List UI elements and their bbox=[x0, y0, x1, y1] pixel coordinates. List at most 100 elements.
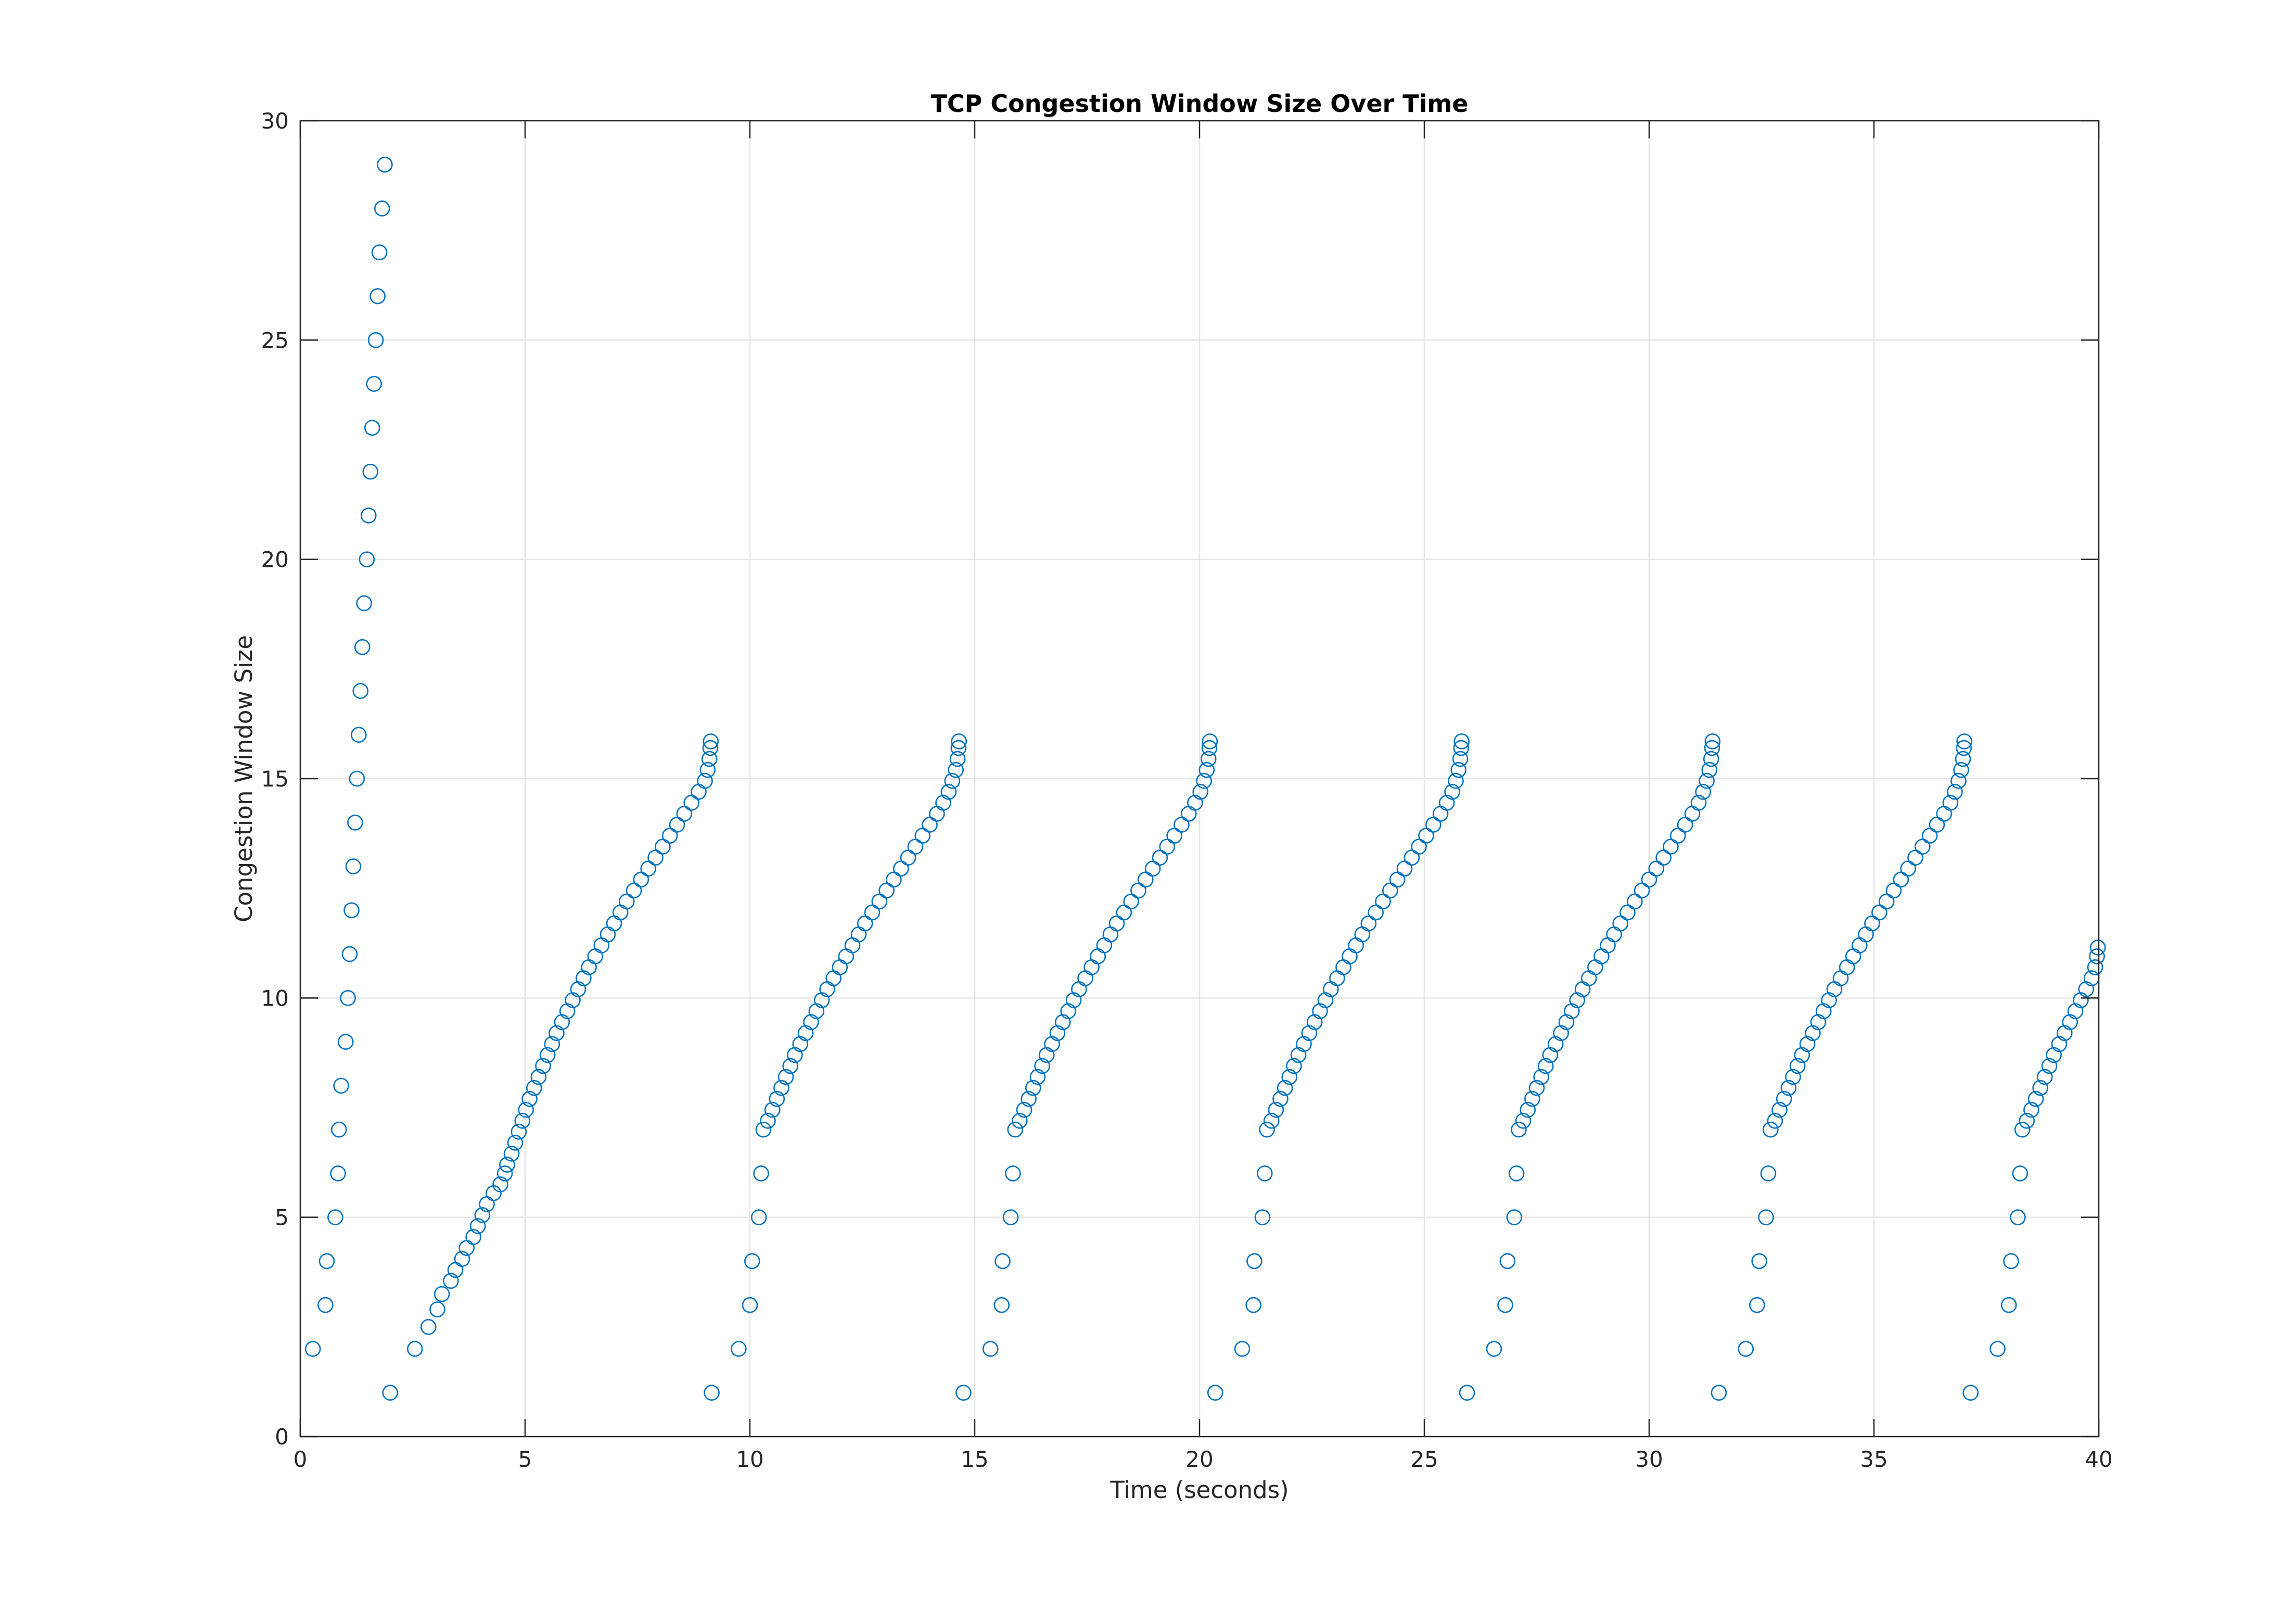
data-point bbox=[2041, 1058, 2058, 1074]
data-point bbox=[782, 1058, 799, 1074]
data-point bbox=[1201, 740, 1218, 756]
data-point bbox=[1382, 882, 1398, 899]
data-point bbox=[1034, 1058, 1050, 1074]
data-point bbox=[1499, 1253, 1516, 1270]
data-point bbox=[340, 990, 356, 1006]
chart-title: TCP Congestion Window Size Over Time bbox=[930, 90, 1468, 118]
data-point bbox=[914, 828, 931, 844]
data-point bbox=[1799, 1036, 1816, 1052]
data-point bbox=[1486, 1341, 1502, 1357]
data-point bbox=[2000, 1297, 2017, 1313]
data-point bbox=[777, 1069, 794, 1085]
data-point bbox=[944, 772, 961, 789]
data-point bbox=[317, 1297, 334, 1313]
data-point bbox=[454, 1251, 470, 1267]
data-point bbox=[1810, 1014, 1827, 1030]
data-point bbox=[474, 1207, 491, 1223]
data-point bbox=[1669, 828, 1686, 844]
data-point bbox=[341, 946, 358, 962]
data-point bbox=[361, 507, 377, 524]
data-point bbox=[518, 1101, 534, 1118]
data-point bbox=[647, 849, 664, 866]
data-point bbox=[1312, 1003, 1328, 1019]
data-point bbox=[1450, 762, 1466, 778]
data-point bbox=[549, 1025, 565, 1042]
data-point bbox=[1553, 1025, 1569, 1042]
data-point bbox=[1012, 1112, 1028, 1129]
data-point bbox=[559, 1003, 576, 1019]
data-point bbox=[1506, 1209, 1523, 1225]
data-point bbox=[1776, 1090, 1792, 1107]
y-axis-label: Congestion Window Size bbox=[230, 635, 258, 922]
data-point bbox=[1711, 1385, 1727, 1401]
data-point bbox=[1794, 1047, 1810, 1063]
data-point bbox=[683, 795, 699, 811]
data-point bbox=[521, 1090, 538, 1107]
data-point bbox=[1947, 783, 1963, 800]
data-point bbox=[318, 1253, 335, 1270]
data-point bbox=[1286, 1058, 1302, 1074]
data-point bbox=[764, 1101, 781, 1118]
data-point bbox=[1200, 751, 1217, 767]
data-point bbox=[731, 1341, 747, 1357]
data-point bbox=[1166, 828, 1182, 844]
x-tick-label: 15 bbox=[961, 1446, 988, 1472]
data-point bbox=[1907, 849, 1923, 866]
data-point bbox=[366, 376, 382, 392]
data-point bbox=[893, 860, 909, 877]
data-point bbox=[2073, 992, 2089, 1008]
data-point bbox=[1767, 1112, 1783, 1129]
data-point bbox=[813, 992, 830, 1008]
data-point bbox=[1524, 1090, 1540, 1107]
data-point bbox=[359, 551, 375, 567]
data-point bbox=[808, 1003, 825, 1019]
data-point bbox=[469, 1218, 486, 1234]
data-point bbox=[1234, 1341, 1251, 1357]
data-point bbox=[2032, 1080, 2048, 1096]
data-point bbox=[633, 871, 649, 888]
data-point bbox=[1259, 1121, 1275, 1138]
data-point bbox=[1738, 1341, 1754, 1357]
data-point bbox=[1453, 740, 1470, 756]
data-point bbox=[1452, 751, 1469, 767]
data-point bbox=[1542, 1047, 1559, 1063]
data-point bbox=[565, 992, 581, 1008]
data-point bbox=[1780, 1080, 1797, 1096]
data-point bbox=[539, 1047, 556, 1063]
y-tick-label: 5 bbox=[275, 1205, 289, 1230]
data-point bbox=[769, 1090, 785, 1107]
data-point bbox=[742, 1297, 758, 1313]
data-point bbox=[878, 882, 895, 899]
data-point bbox=[1198, 762, 1215, 778]
data-point bbox=[797, 1025, 814, 1042]
data-point bbox=[676, 806, 693, 822]
data-point bbox=[1272, 1090, 1289, 1107]
data-point bbox=[948, 762, 964, 778]
data-point bbox=[857, 915, 873, 932]
data-point bbox=[1699, 772, 1715, 789]
data-point bbox=[1701, 762, 1718, 778]
data-point bbox=[935, 795, 951, 811]
data-point bbox=[792, 1036, 809, 1052]
data-point bbox=[1281, 1069, 1298, 1085]
y-tick-label: 20 bbox=[261, 547, 289, 573]
data-point bbox=[1152, 849, 1168, 866]
data-point bbox=[1130, 882, 1146, 899]
data-point bbox=[871, 893, 888, 910]
data-point bbox=[1956, 733, 1972, 750]
data-point bbox=[369, 288, 386, 304]
y-tick-label: 25 bbox=[261, 327, 289, 353]
data-point bbox=[1192, 783, 1209, 800]
data-point bbox=[803, 1014, 819, 1030]
data-point bbox=[382, 1385, 399, 1401]
data-point bbox=[526, 1080, 542, 1096]
data-point bbox=[1246, 1253, 1262, 1270]
data-point bbox=[1453, 733, 1470, 750]
data-point bbox=[2062, 1014, 2078, 1030]
data-point bbox=[1256, 1165, 1273, 1182]
x-tick-label: 20 bbox=[1185, 1446, 1213, 1472]
data-point bbox=[1425, 817, 1442, 833]
y-tick-label: 30 bbox=[261, 108, 289, 134]
data-point bbox=[1950, 772, 1967, 789]
data-point bbox=[907, 839, 924, 855]
